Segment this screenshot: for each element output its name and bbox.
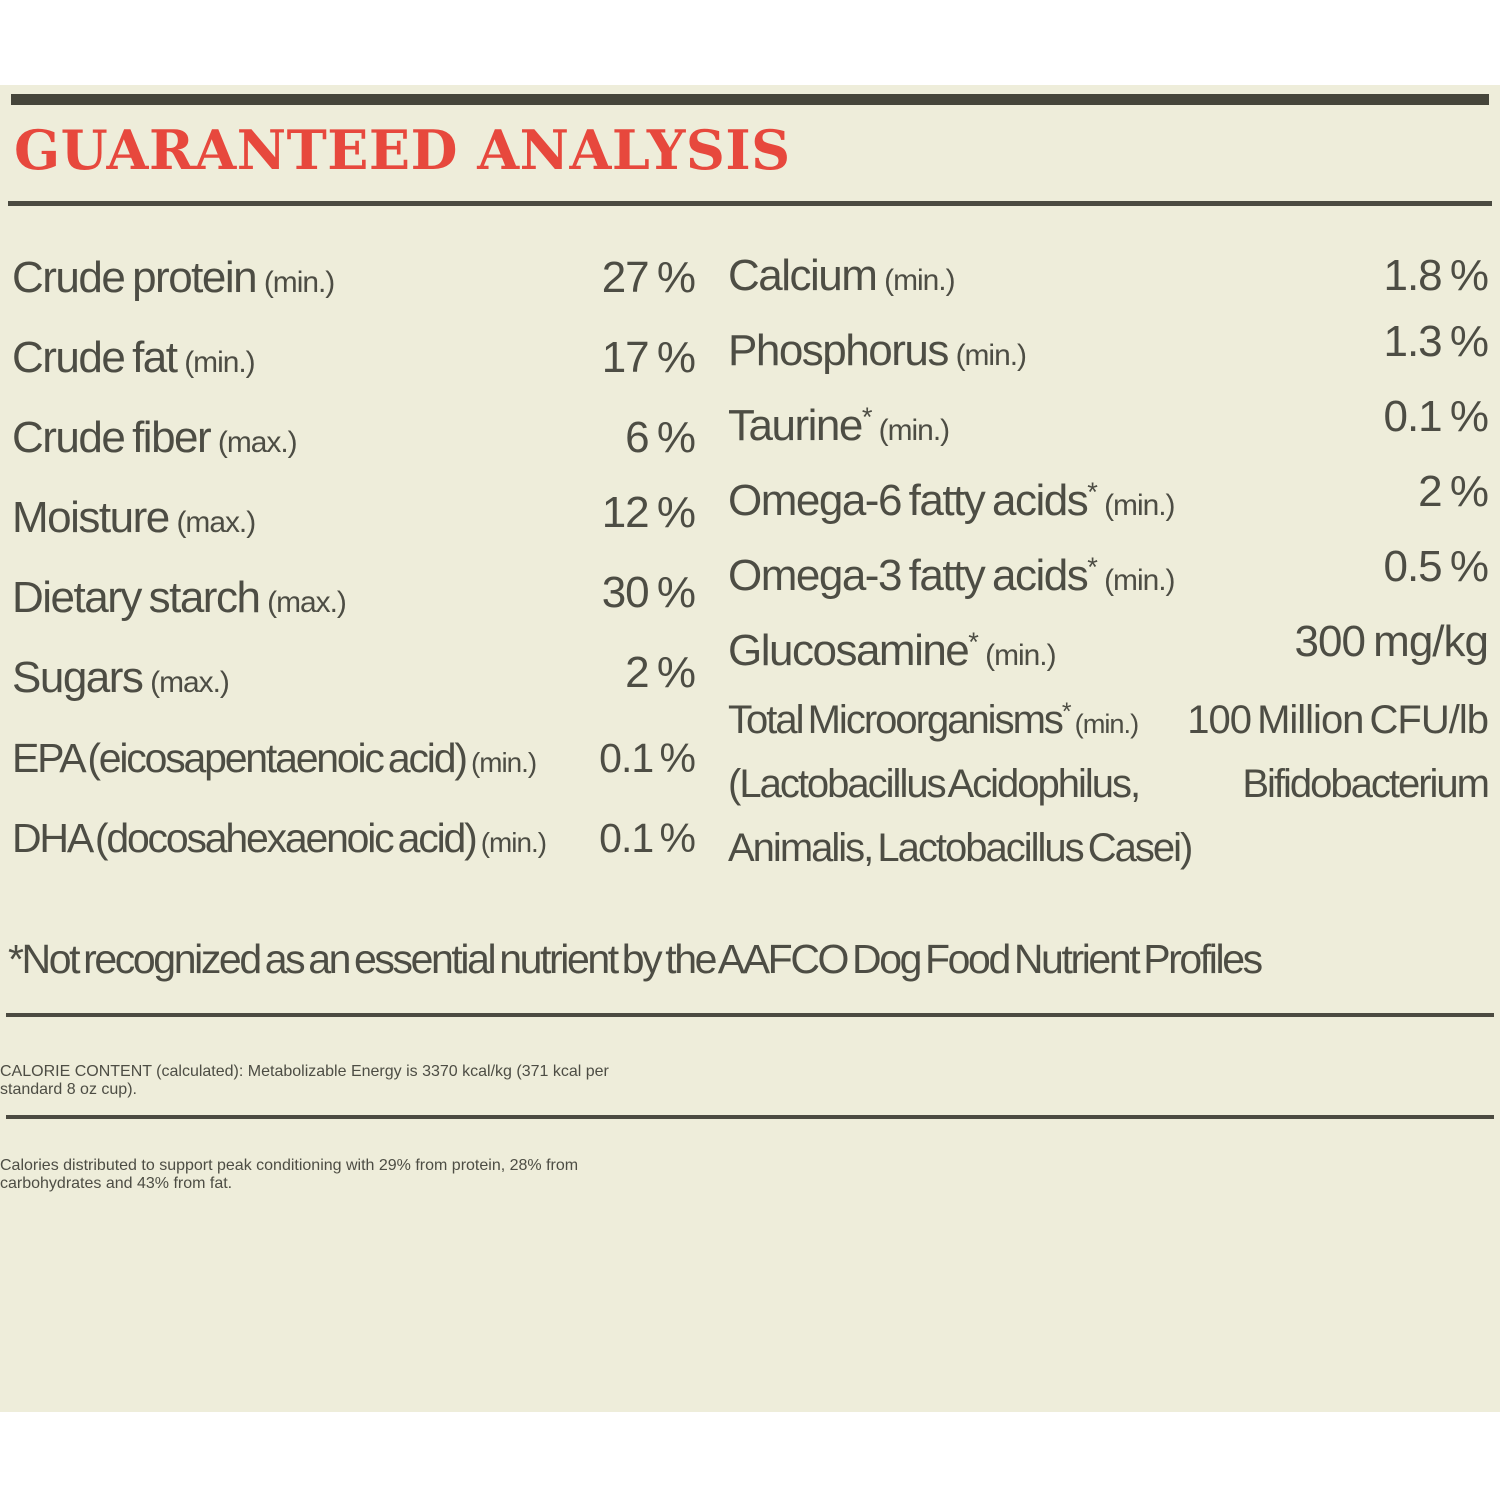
nutrient-qualifier: (min.) xyxy=(1104,488,1175,522)
nutrient-qualifier: (max.) xyxy=(176,506,256,539)
nutrient-qualifier: (min.) xyxy=(1074,707,1139,739)
nutrient-row-glucosamine: Glucosamine* (min.) 300 mg/kg xyxy=(728,613,1489,688)
nutrient-value: 100 Million CFU/lb xyxy=(1187,697,1489,742)
nutrient-label: Crude fiber (max.) xyxy=(12,413,298,462)
nutrient-label: Glucosamine* (min.) xyxy=(728,625,1057,675)
microorganisms-species: (Lactobacillus Acidophilus, xyxy=(728,761,1141,806)
nutrient-qualifier: (min.) xyxy=(955,338,1027,372)
microorganisms-line-2: (Lactobacillus Acidophilus, Bifidobacter… xyxy=(728,752,1490,816)
asterisk-marker: * xyxy=(1061,699,1072,727)
nutrient-label: Crude protein (min.) xyxy=(12,253,335,302)
calorie-distribution-line-2: carbohydrates and 43% from fat. xyxy=(0,1175,233,1192)
title-underline-rule xyxy=(8,201,1492,206)
nutrient-label: EPA (eicosapentaenoic acid) (min.) xyxy=(12,734,537,781)
microorganisms-species: Bifidobacterium xyxy=(1242,761,1490,806)
nutrient-row-omega-3: Omega-3 fatty acids* (min.) 0.5 % xyxy=(728,538,1489,613)
asterisk-marker: * xyxy=(861,400,873,432)
asterisk-marker: * xyxy=(968,625,979,657)
panel-top-rule xyxy=(11,94,1489,105)
nutrient-label: Omega-3 fatty acids* (min.) xyxy=(728,550,1176,600)
nutrient-column-right: Calcium (min.) 1.8 % Phosphorus (min.) 1… xyxy=(728,238,1490,880)
nutrient-value: 12 % xyxy=(601,488,696,537)
nutrient-row-dietary-starch: Dietary starch (max.) 30 % xyxy=(12,558,696,638)
nutrient-row-omega-6: Omega-6 fatty acids* (min.) 2 % xyxy=(728,463,1489,538)
asterisk-marker: * xyxy=(1087,475,1098,507)
nutrient-row-epa: EPA (eicosapentaenoic acid) (min.) 0.1 % xyxy=(12,718,696,798)
nutrient-value: 1.8 % xyxy=(1383,250,1489,300)
nutrient-row-crude-protein: Crude protein (min.) 27 % xyxy=(12,238,696,318)
nutrient-value: 2 % xyxy=(625,648,696,697)
nutrient-label: Moisture (max.) xyxy=(12,493,256,542)
nutrient-qualifier: (min.) xyxy=(985,638,1056,672)
calorie-content-line-1: CALORIE CONTENT (calculated): Metaboliza… xyxy=(0,1063,609,1080)
nutrient-label: Taurine* (min.) xyxy=(728,400,950,450)
nutrient-value: 17 % xyxy=(601,333,696,382)
nutrient-row-taurine: Taurine* (min.) 0.1 % xyxy=(728,388,1489,463)
nutrient-value: 6 % xyxy=(625,413,696,462)
nutrient-row-moisture: Moisture (max.) 12 % xyxy=(12,478,696,558)
nutrient-value: 300 mg/kg xyxy=(1294,616,1489,666)
nutrient-row-crude-fiber: Crude fiber (max.) 6 % xyxy=(12,398,696,478)
nutrient-label: Sugars (max.) xyxy=(12,653,230,702)
nutrient-label: DHA (docosahexaenoic acid) (min.) xyxy=(12,814,547,861)
separator-rule-2 xyxy=(6,1115,1494,1119)
nutrient-label: Crude fat (min.) xyxy=(12,333,256,382)
nutrient-row-phosphorus: Phosphorus (min.) 1.3 % xyxy=(728,313,1489,388)
nutrient-row-total-microorganisms: Total Microorganisms* (min.) 100 Million… xyxy=(728,688,1490,880)
nutrient-qualifier: (max.) xyxy=(217,426,298,459)
nutrient-qualifier: (min.) xyxy=(1104,563,1175,597)
nutrient-label: Dietary starch (max.) xyxy=(12,573,347,622)
nutrient-value: 30 % xyxy=(601,568,696,617)
nutrient-label: Calcium (min.) xyxy=(728,250,956,300)
nutrient-row-crude-fat: Crude fat (min.) 17 % xyxy=(12,318,696,398)
nutrient-label: Phosphorus (min.) xyxy=(728,325,1027,375)
microorganisms-line-1: Total Microorganisms* (min.) 100 Million… xyxy=(728,688,1489,752)
nutrient-label: Total Microorganisms* (min.) xyxy=(728,697,1139,742)
nutrient-row-calcium: Calcium (min.) 1.8 % xyxy=(728,238,1489,313)
nutrient-qualifier: (min.) xyxy=(878,413,950,447)
calorie-content-line-2: standard 8 oz cup). xyxy=(0,1081,137,1098)
guaranteed-analysis-panel: GUARANTEED ANALYSIS Crude protein (min.)… xyxy=(0,85,1500,1412)
nutrient-column-left: Crude protein (min.) 27 % Crude fat (min… xyxy=(12,238,696,880)
asterisk-marker: * xyxy=(1087,550,1098,582)
nutrient-qualifier: (min.) xyxy=(470,746,537,778)
nutrient-value: 0.5 % xyxy=(1383,541,1489,591)
nutrient-qualifier: (min.) xyxy=(184,346,255,379)
nutrient-value: 0.1 % xyxy=(1383,391,1489,441)
nutrient-qualifier: (min.) xyxy=(884,263,955,297)
calorie-distribution-line-1: Calories distributed to support peak con… xyxy=(0,1157,579,1174)
nutrient-qualifier: (min.) xyxy=(480,826,547,858)
nutrient-value: 0.1 % xyxy=(599,734,696,781)
nutrient-value: 1.3 % xyxy=(1383,316,1489,366)
nutrient-table: Crude protein (min.) 27 % Crude fat (min… xyxy=(0,206,1500,880)
nutrient-row-dha: DHA (docosahexaenoic acid) (min.) 0.1 % xyxy=(12,798,696,878)
nutrient-label: Omega-6 fatty acids* (min.) xyxy=(728,475,1176,525)
nutrient-qualifier: (min.) xyxy=(263,266,335,299)
panel-title: GUARANTEED ANALYSIS xyxy=(14,118,791,182)
nutrient-qualifier: (max.) xyxy=(267,586,347,619)
nutrient-row-sugars: Sugars (max.) 2 % xyxy=(12,638,696,718)
nutrient-value: 27 % xyxy=(601,253,696,302)
separator-rule-1 xyxy=(6,1013,1494,1017)
nutrient-value: 2 % xyxy=(1418,466,1489,516)
nutrient-qualifier: (max.) xyxy=(150,666,230,699)
nutrient-value: 0.1 % xyxy=(599,814,696,861)
aafco-footnote: *Not recognized as an essential nutrient… xyxy=(8,936,1263,982)
microorganisms-line-3: Animalis, Lactobacillus Casei) xyxy=(728,826,1193,870)
